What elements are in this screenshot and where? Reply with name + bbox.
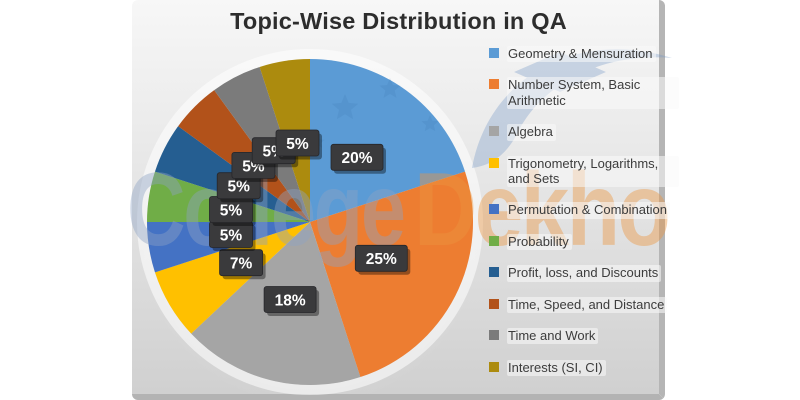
legend-label: Time and Work — [507, 328, 599, 345]
legend-label: Time, Speed, and Distance — [507, 296, 668, 314]
legend-swatch-icon — [489, 204, 499, 215]
data-label-value: 5% — [220, 227, 243, 244]
legend-swatch-icon — [489, 330, 499, 341]
data-label-value: 5% — [286, 136, 309, 153]
legend-label: Permutation & Combination — [507, 202, 670, 219]
star-icon — [331, 94, 359, 120]
pie-slice — [154, 222, 310, 334]
pie-slice — [310, 171, 473, 378]
data-label-box — [354, 244, 408, 272]
data-label: 7% — [219, 249, 266, 280]
chart-title: Topic-Wise Distribution in QA — [230, 8, 567, 34]
legend-label: Profit, loss, and Discounts — [507, 265, 662, 282]
legend-item: Algebra — [489, 124, 679, 141]
legend-item: Time and Work — [489, 328, 679, 345]
legend-swatch-icon — [489, 79, 499, 90]
legend-item: Trigonometry, Logarithms, and Sets — [489, 155, 679, 188]
star-icon — [421, 115, 439, 132]
data-label-value: 7% — [230, 256, 253, 273]
legend-label: Probability — [507, 233, 572, 251]
data-label-box — [219, 249, 264, 277]
legend-item: Probability — [489, 233, 679, 251]
data-label: 5% — [275, 129, 322, 160]
data-label: 20% — [330, 143, 386, 174]
data-label-value: 5% — [220, 202, 243, 219]
legend-item: Geometry & Mensuration — [489, 46, 679, 63]
legend-label: Interests (SI, CI) — [507, 359, 606, 376]
data-label-box — [330, 143, 384, 171]
pie-halo — [137, 49, 483, 395]
legend-item: Number System, Basic Arithmetic — [489, 77, 679, 110]
legend-swatch-icon — [489, 361, 499, 372]
legend-swatch-icon — [489, 157, 499, 168]
data-label: 5% — [209, 196, 256, 226]
data-label-box — [275, 129, 320, 157]
legend-item: Interests (SI, CI) — [489, 359, 679, 376]
legend-label: Trigonometry, Logarithms, and Sets — [507, 155, 679, 188]
legend-swatch-icon — [489, 267, 499, 278]
chart-legend: Geometry & Mensuration Number System, Bas… — [489, 46, 679, 376]
legend-label: Geometry & Mensuration — [507, 46, 656, 63]
legend-swatch-icon — [489, 298, 499, 309]
data-label-value: 25% — [366, 251, 397, 268]
legend-label: Number System, Basic Arithmetic — [507, 77, 679, 110]
legend-swatch-icon — [489, 48, 499, 58]
data-label: 5% — [209, 221, 256, 251]
data-label: 25% — [354, 244, 411, 275]
data-label-value: 18% — [275, 292, 306, 309]
star-icon — [379, 78, 401, 98]
legend-swatch-icon — [489, 126, 499, 137]
legend-swatch-icon — [489, 235, 499, 246]
legend-item: Time, Speed, and Distance — [489, 296, 679, 314]
legend-item: Permutation & Combination — [489, 202, 679, 219]
data-label: 5% — [216, 172, 264, 203]
pie-slice — [310, 59, 466, 222]
data-label-value: 20% — [341, 150, 372, 167]
data-label: 18% — [263, 286, 320, 316]
data-label-box — [263, 286, 317, 313]
legend-item: Profit, loss, and Discounts — [489, 265, 679, 282]
data-label-value: 5% — [227, 179, 250, 196]
legend-label: Algebra — [507, 124, 556, 141]
